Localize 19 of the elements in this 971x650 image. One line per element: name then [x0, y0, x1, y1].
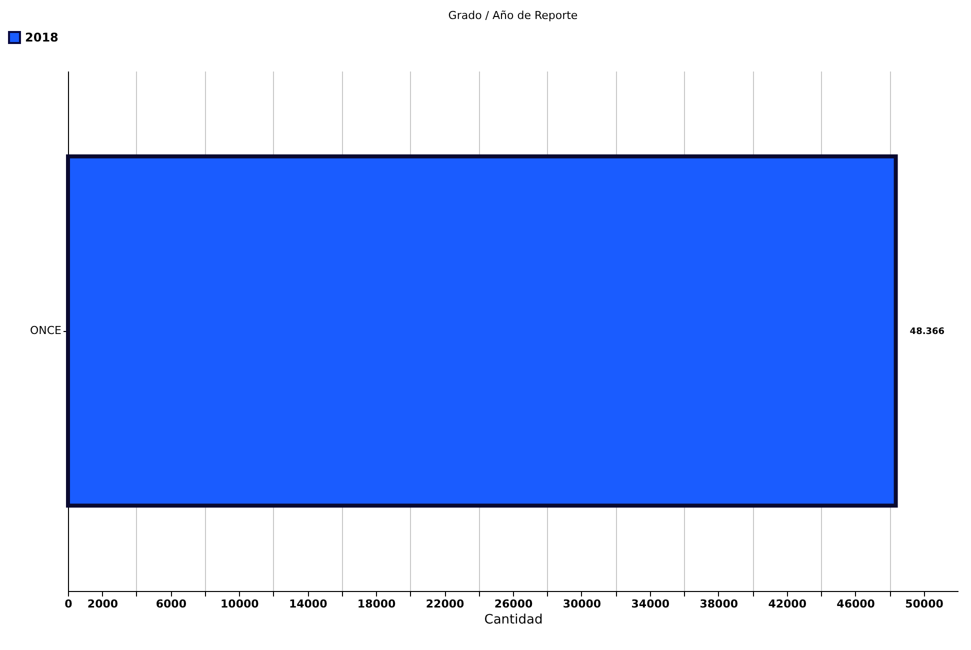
- legend-label: 2018: [25, 30, 58, 44]
- x-tick-label: 18000: [357, 598, 396, 610]
- x-tick-label: 22000: [426, 598, 465, 610]
- data-label: 48.366: [910, 327, 945, 337]
- x-tick-label: 34000: [631, 598, 670, 610]
- x-tick-label: 10000: [220, 598, 260, 610]
- x-tick-label: 26000: [494, 598, 533, 610]
- x-tick-label: 30000: [562, 598, 602, 610]
- x-tick-label: 38000: [700, 598, 738, 610]
- x-tick-label: 46000: [836, 598, 876, 610]
- y-tick-label: ONCE: [30, 324, 62, 337]
- x-tick-label: 42000: [768, 598, 807, 610]
- x-tick-label: 0: [64, 598, 73, 610]
- x-tick-label: 2000: [87, 598, 118, 610]
- chart-title: Grado / Año de Reporte: [448, 9, 578, 22]
- x-tick-label: 50000: [905, 598, 944, 610]
- x-tick-label: 6000: [156, 598, 187, 610]
- x-axis-title: Cantidad: [484, 612, 543, 628]
- x-tick-label: 14000: [288, 598, 328, 610]
